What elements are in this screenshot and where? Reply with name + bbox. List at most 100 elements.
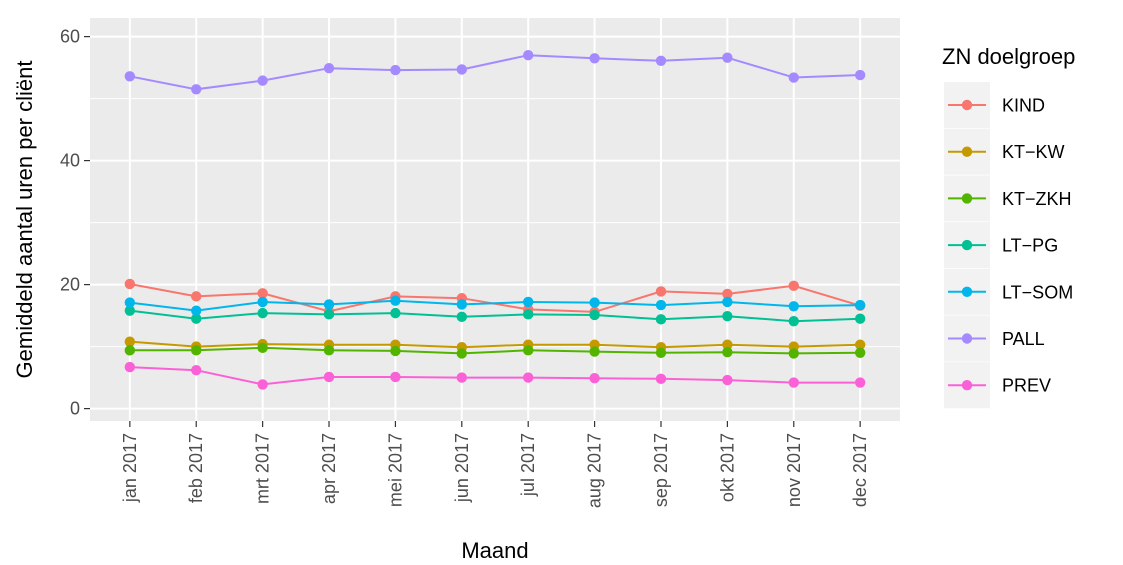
data-point: [522, 296, 534, 308]
x-tick-label: okt 2017: [717, 433, 737, 502]
legend-label: KIND: [1002, 96, 1045, 116]
legend-key: [944, 362, 990, 409]
legend-label: LT−PG: [1002, 236, 1058, 256]
series-line: [129, 346, 861, 355]
data-point: [257, 296, 268, 308]
y-tick-label: 0: [70, 399, 80, 419]
y-tick-label: 40: [60, 151, 80, 171]
data-point: [722, 346, 733, 358]
legend-key-point: [961, 193, 973, 204]
data-point: [191, 305, 202, 316]
data-point: [788, 301, 799, 312]
data-point: [390, 295, 401, 306]
data-point: [589, 309, 600, 321]
series-group: [124, 361, 866, 390]
x-tick-label: feb 2017: [186, 433, 206, 503]
series-line: [129, 54, 861, 91]
data-point: [589, 53, 600, 64]
legend-key-point: [961, 99, 973, 111]
series-line: [129, 309, 861, 323]
x-tick-label: dec 2017: [850, 433, 870, 507]
data-point: [655, 299, 667, 311]
data-point: [456, 348, 468, 359]
data-point: [456, 311, 468, 323]
data-point: [655, 55, 667, 66]
data-point: [456, 299, 468, 310]
data-point: [323, 345, 335, 356]
data-point: [655, 373, 667, 385]
x-axis-title: Maand: [461, 538, 528, 563]
legend-title: ZN doelgroep: [942, 44, 1075, 69]
legend-key-point: [961, 146, 973, 157]
series-group: [124, 295, 866, 316]
series-line: [129, 366, 861, 386]
legend-key: [944, 128, 990, 175]
data-point: [722, 288, 733, 300]
series-group: [124, 342, 866, 359]
x-tick-label: nov 2017: [784, 433, 804, 507]
legend-key-point: [961, 333, 973, 344]
x-tick-label: jun 2017: [452, 433, 472, 503]
data-point: [323, 63, 335, 74]
data-point: [788, 348, 799, 359]
data-point: [522, 345, 534, 356]
data-point: [655, 314, 667, 325]
data-point: [257, 307, 268, 319]
data-point: [124, 345, 136, 356]
data-point: [323, 309, 335, 320]
y-tick-label: 20: [60, 275, 80, 295]
data-point: [854, 347, 866, 358]
legend-key-point: [961, 286, 973, 297]
series-line: [129, 299, 861, 312]
legend-label: KT−KW: [1002, 142, 1065, 162]
legend-label: PREV: [1002, 376, 1051, 396]
x-axis: jan 2017 feb 2017 mrt 2017 apr 2017 mei 2017…: [120, 421, 870, 508]
data-point: [788, 72, 799, 83]
data-point: [722, 339, 733, 350]
data-point: [854, 69, 866, 81]
data-point: [257, 342, 268, 354]
data-point: [854, 377, 866, 388]
legend-key: [944, 268, 990, 315]
data-point: [589, 346, 600, 357]
y-tick-label: 60: [60, 27, 80, 47]
data-point: [191, 364, 202, 376]
data-point: [257, 75, 268, 86]
legend-label: LT−SOM: [1002, 282, 1073, 302]
legend-key: [944, 315, 990, 362]
data-point: [257, 379, 268, 390]
legend-key-point: [961, 380, 973, 391]
legend: ZN doelgroep KIND KT−KW KT−ZKH LT−PG LT−SOM P…: [942, 44, 1075, 409]
data-point: [722, 311, 733, 322]
data-point: [522, 50, 534, 61]
data-point: [257, 288, 268, 299]
data-point: [191, 345, 202, 356]
data-point: [124, 336, 136, 347]
data-point: [854, 313, 866, 324]
legend-key: [944, 222, 990, 269]
data-point: [788, 377, 799, 388]
data-point: [522, 309, 534, 320]
series-line: [129, 340, 861, 349]
data-point: [589, 373, 600, 384]
legend-key: [944, 82, 990, 128]
data-point: [655, 286, 667, 297]
data-point: [124, 278, 136, 290]
data-point: [522, 372, 534, 383]
data-point: [788, 280, 799, 292]
legend-key: [944, 175, 990, 222]
data-point: [390, 64, 401, 76]
data-point: [124, 71, 136, 82]
data-point: [390, 345, 401, 357]
y-axis-title: Gemiddeld aantal uren per cliënt: [12, 61, 37, 379]
x-tick-label: aug 2017: [585, 433, 605, 508]
x-tick-label: apr 2017: [319, 433, 339, 504]
data-point: [456, 372, 468, 383]
data-point: [323, 299, 335, 310]
data-point: [124, 361, 136, 373]
data-point: [390, 307, 401, 319]
data-point: [191, 291, 202, 302]
data-point: [722, 374, 733, 386]
data-point: [124, 297, 136, 308]
data-point: [124, 305, 136, 316]
